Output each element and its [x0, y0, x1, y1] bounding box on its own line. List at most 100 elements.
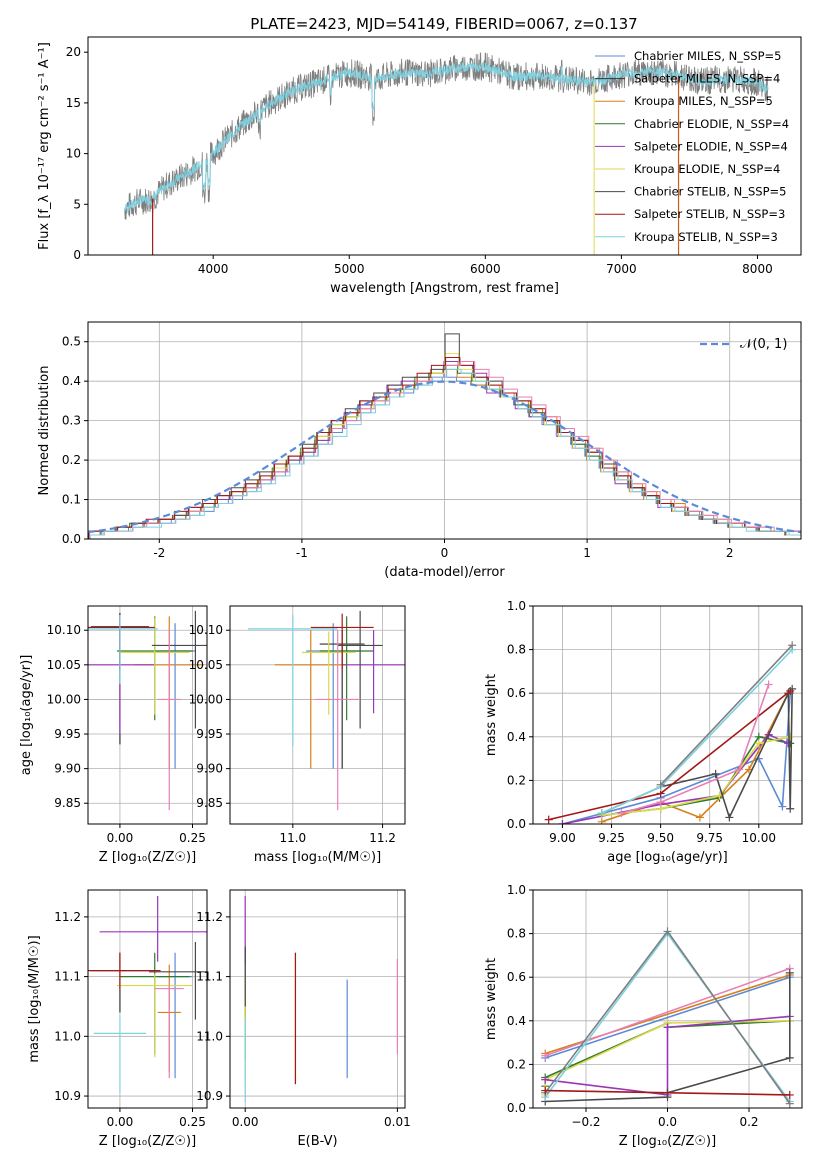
weight-series-line — [601, 649, 793, 814]
mass-weight-vs-Z-axes: −0.2 0.0 0.2 0.0 0.2 0.4 0.6 0.8 1.0 Z [log₁₀(Z/Z… — [484, 883, 803, 1149]
weight-point — [735, 765, 744, 774]
spectrum-plot-area — [124, 52, 769, 255]
mass-vs-Z-xtick-label: 0.00 — [107, 1115, 134, 1129]
legend-label: Salpeter STELIB, N_SSP=3 — [634, 207, 785, 221]
age-vs-mass-frame — [229, 605, 406, 825]
mass-vs-Z-ytick-label: 10.9 — [54, 1089, 81, 1103]
age-vs-Z-marks — [88, 610, 207, 811]
histogram-series — [88, 376, 799, 536]
spectrum-ytick-label: 5 — [73, 197, 81, 211]
weight-point — [541, 1086, 550, 1095]
weight-point — [785, 1090, 794, 1099]
mass-weight-vs-age-ylabel: mass weight — [484, 674, 499, 756]
mass-vs-Z-frame — [87, 889, 208, 1109]
mass-weight-vs-Z-plot-area — [533, 890, 802, 1108]
figure-title: PLATE=2423, MJD=54149, FIBERID=0067, z=0… — [250, 15, 637, 33]
age-vs-Z-xtick-label: 0.25 — [179, 831, 206, 845]
weight-series-line — [544, 967, 791, 1057]
residuals-ytick-label: 0.1 — [62, 493, 81, 507]
weight-point — [656, 798, 665, 807]
mass-vs-Z-marks — [88, 895, 207, 1094]
mass-weight-vs-Z-ytick-label: 0.2 — [507, 1057, 526, 1071]
histogram-series — [88, 333, 801, 539]
residuals-xtick-label: 0 — [441, 546, 449, 560]
weight-point — [785, 1099, 794, 1108]
age-vs-Z-axes: 0.00 0.25 9.85 9.90 9.95 10.00 10.05 10.10 Z [lo… — [19, 605, 208, 865]
weight-point — [764, 680, 773, 689]
legend-label: 𝒩(0, 1) — [740, 337, 787, 352]
spectrum-axes: 4000 5000 6000 7000 8000 0 5 10 15 20 wavelength [… — [37, 36, 802, 296]
weight-point — [786, 804, 795, 813]
spectrum-marks — [124, 52, 769, 255]
histogram-series — [89, 368, 801, 539]
weight-point — [663, 1023, 672, 1032]
mass-vs-EBV-plot-area — [230, 890, 405, 1108]
age-vs-mass-xtick-label: 11.0 — [279, 831, 306, 845]
histogram-series — [88, 357, 801, 539]
age-vs-mass-xlabel: mass [log₁₀(M/M☉)] — [254, 850, 381, 865]
mass-vs-Z-plot-area — [88, 890, 207, 1108]
mass-vs-EBV-ytick-label: 11.1 — [196, 970, 223, 984]
spectrum-frame — [87, 36, 802, 256]
age-vs-Z-frame — [87, 605, 208, 825]
residuals-xtick-label: -1 — [296, 546, 308, 560]
legend-label: Kroupa MILES, N_SSP=5 — [634, 94, 773, 108]
legend-label: Kroupa ELODIE, N_SSP=4 — [634, 162, 780, 176]
weight-series-line — [544, 976, 791, 1059]
mass-weight-vs-age-axes: 9.00 9.25 9.50 9.75 10.00 0.0 0.2 0.4 0.6 0.8 1.0 a… — [484, 599, 803, 865]
mass-vs-Z-axes: 0.00 0.25 10.9 11.0 11.1 11.2 Z [log₁₀(Z/Z☉)] m… — [27, 889, 208, 1149]
age-vs-Z-xlabel: Z [log₁₀(Z/Z☉)] — [99, 850, 196, 865]
spectrum-ylabel: Flux [f_λ 10⁻¹⁷ erg cm⁻² s⁻¹ A⁻¹] — [37, 42, 52, 250]
weight-point — [725, 813, 734, 822]
mass-vs-EBV-xtick-label: 0.00 — [232, 1115, 259, 1129]
spectrum-ytick-label: 10 — [66, 147, 81, 161]
weight-series-line — [545, 1089, 790, 1096]
age-vs-mass-axes: 11.0 11.2 9.85 9.90 9.95 10.00 10.05 10.10 mass … — [189, 605, 406, 865]
mass-weight-vs-age-xtick-label: 9.00 — [549, 831, 576, 845]
legend-label: Chabrier STELIB, N_SSP=5 — [634, 185, 786, 199]
weight-point — [786, 687, 795, 696]
mass-weight-vs-Z-ytick-label: 0.8 — [507, 927, 526, 941]
histogram-series — [89, 360, 801, 539]
mass-vs-Z-xlabel: Z [log₁₀(Z/Z☉)] — [99, 1134, 196, 1149]
mass-weight-vs-age-ytick-label: 0.4 — [507, 730, 526, 744]
mass-weight-vs-age-ytick-label: 0.8 — [507, 643, 526, 657]
weight-series-line — [601, 688, 793, 820]
mass-weight-vs-age-xlabel: age [log₁₀(age/yr)] — [607, 850, 728, 865]
weight-point — [786, 732, 795, 741]
weight-point — [663, 927, 672, 936]
mass-vs-EBV-xtick-label: 0.01 — [384, 1115, 411, 1129]
weight-series-line — [621, 684, 770, 814]
age-vs-Z-ytick-label: 10.05 — [47, 658, 81, 672]
normal-curve — [88, 380, 801, 534]
spectrum-legend: Chabrier MILES, N_SSP=5 Salpeter MILES, N… — [595, 49, 789, 244]
mass-weight-vs-Z-ytick-label: 1.0 — [507, 883, 526, 897]
mass-weight-vs-Z-xtick-label: 0.0 — [658, 1115, 677, 1129]
age-vs-Z-ytick-label: 9.90 — [54, 762, 81, 776]
spectrum-xtick-label: 7000 — [606, 262, 637, 276]
mass-weight-vs-age-plot-area — [533, 606, 802, 824]
mass-vs-Z-ytick-label: 11.1 — [54, 970, 81, 984]
mass-vs-EBV-marks — [244, 895, 398, 1103]
mass-vs-Z-ylabel: mass [log₁₀(M/M☉)] — [27, 935, 42, 1062]
mass-weight-vs-age-xtick-label: 10.00 — [742, 831, 776, 845]
spectrum-xtick-label: 5000 — [334, 262, 365, 276]
weight-point — [785, 1053, 794, 1062]
residuals-ytick-label: 0.0 — [62, 532, 81, 546]
residuals-ylabel: Normed distribution — [37, 366, 52, 496]
age-vs-mass-ytick-label: 10.05 — [189, 658, 223, 672]
age-vs-Z-plot-area — [88, 606, 207, 824]
spectrum-ytick-label: 20 — [66, 45, 81, 59]
histogram-series — [88, 368, 800, 532]
age-vs-mass-plot-area — [230, 606, 405, 824]
mass-vs-Z-ytick-label: 11.0 — [54, 1029, 81, 1043]
age-vs-mass-ytick-label: 10.00 — [189, 692, 223, 706]
mass-vs-EBV-ytick-label: 10.9 — [196, 1089, 223, 1103]
weight-point — [785, 968, 794, 977]
spectrum-xlabel: wavelength [Angstrom, rest frame] — [330, 281, 559, 296]
mass-vs-EBV-ytick-label: 11.2 — [196, 910, 223, 924]
age-vs-Z-ytick-label: 10.10 — [47, 623, 81, 637]
residuals-ytick-label: 0.5 — [62, 335, 81, 349]
